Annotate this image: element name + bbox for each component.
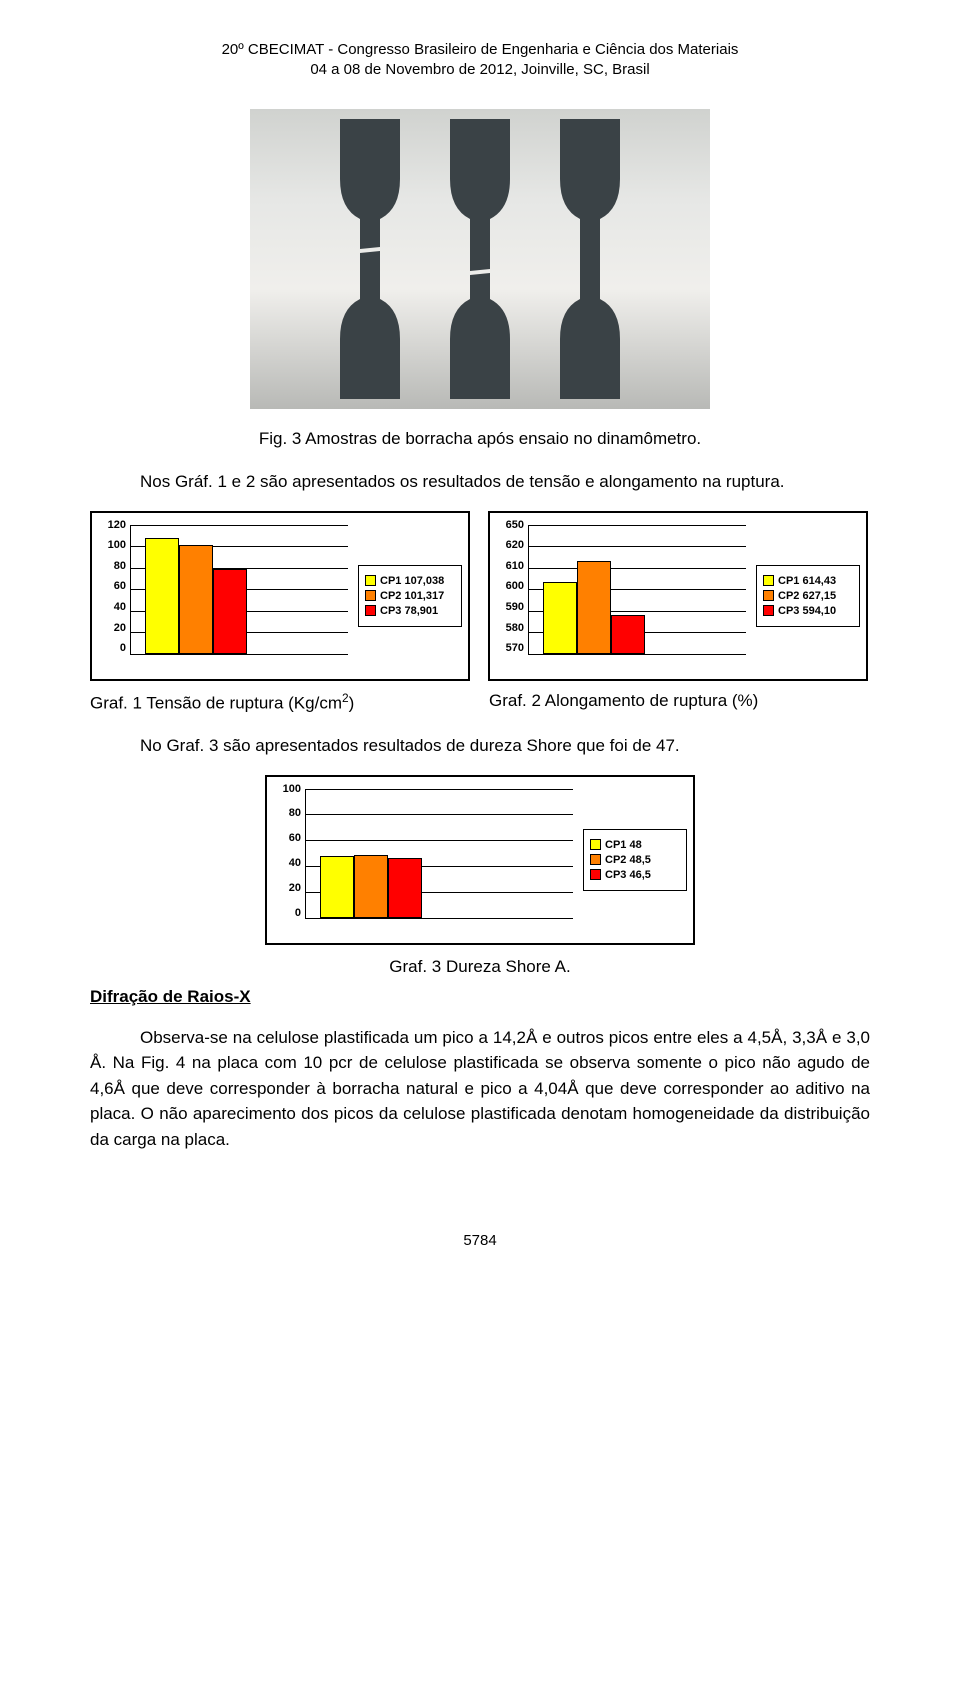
chart-legend: CP1 107,038 CP2 101,317 CP3 78,901 <box>358 565 462 627</box>
legend-label: CP2 48,5 <box>605 854 651 866</box>
chart-1-title: Graf. 1 Tensão de ruptura (Kg/cm2) <box>90 691 471 714</box>
paragraph-2: No Graf. 3 são apresentados resultados d… <box>90 733 870 759</box>
bar <box>320 856 354 918</box>
y-tick-label: 60 <box>98 580 126 592</box>
legend-item: CP1 48 <box>590 839 680 851</box>
y-tick-label: 20 <box>98 622 126 634</box>
legend-swatch <box>365 605 376 616</box>
legend-item: CP2 48,5 <box>590 854 680 866</box>
y-tick-label: 590 <box>496 601 524 613</box>
bar <box>145 538 179 653</box>
bar <box>611 615 645 654</box>
paragraph-3: Observa-se na celulose plastificada um p… <box>90 1025 870 1153</box>
y-tick-label: 60 <box>273 832 301 844</box>
y-tick-label: 610 <box>496 560 524 572</box>
bar <box>354 855 388 918</box>
y-tick-label: 80 <box>98 560 126 572</box>
legend-item: CP3 594,10 <box>763 605 853 617</box>
legend-label: CP1 107,038 <box>380 575 444 587</box>
legend-label: CP1 614,43 <box>778 575 836 587</box>
y-tick-label: 40 <box>273 857 301 869</box>
legend-item: CP2 627,15 <box>763 590 853 602</box>
charts-row-1: 120 100 80 60 40 20 0 CP1 107,038 CP2 101,317 CP3… <box>90 511 870 681</box>
legend-swatch <box>590 869 601 880</box>
bar <box>213 569 247 654</box>
y-tick-label: 100 <box>98 539 126 551</box>
legend-item: CP2 101,317 <box>365 590 455 602</box>
legend-label: CP1 48 <box>605 839 642 851</box>
y-tick-label: 100 <box>273 783 301 795</box>
y-tick-label: 580 <box>496 622 524 634</box>
y-tick-label: 570 <box>496 642 524 654</box>
chart-legend: CP1 48 CP2 48,5 CP3 46,5 <box>583 829 687 891</box>
legend-swatch <box>763 590 774 601</box>
y-tick-label: 40 <box>98 601 126 613</box>
y-tick-label: 120 <box>98 519 126 531</box>
chart-1: 120 100 80 60 40 20 0 CP1 107,038 CP2 101,317 CP3… <box>90 511 470 681</box>
figure-3-photo <box>250 109 710 409</box>
legend-item: CP1 614,43 <box>763 575 853 587</box>
legend-swatch <box>590 839 601 850</box>
legend-label: CP3 78,901 <box>380 605 438 617</box>
y-tick-label: 650 <box>496 519 524 531</box>
paragraph-1: Nos Gráf. 1 e 2 são apresentados os resu… <box>90 469 870 495</box>
legend-swatch <box>763 575 774 586</box>
figure-3-caption: Fig. 3 Amostras de borracha após ensaio … <box>90 429 870 449</box>
bar <box>577 561 611 653</box>
chart-3-wrapper: 100 80 60 40 20 0 CP1 48 CP2 48,5 CP3 46,5 <box>265 775 695 945</box>
chart-2: 650 620 610 600 590 580 570 CP1 614,43 CP2 627,1… <box>488 511 868 681</box>
legend-swatch <box>365 575 376 586</box>
y-tick-label: 0 <box>273 907 301 919</box>
y-tick-label: 20 <box>273 882 301 894</box>
y-tick-label: 620 <box>496 539 524 551</box>
legend-item: CP3 46,5 <box>590 869 680 881</box>
legend-label: CP2 101,317 <box>380 590 444 602</box>
page-header: 20º CBECIMAT - Congresso Brasileiro de E… <box>90 40 870 79</box>
bar <box>543 582 577 654</box>
page-number: 5784 <box>90 1232 870 1249</box>
y-tick-label: 600 <box>496 580 524 592</box>
legend-label: CP3 594,10 <box>778 605 836 617</box>
y-tick-label: 80 <box>273 807 301 819</box>
legend-label: CP3 46,5 <box>605 869 651 881</box>
chart-3: 100 80 60 40 20 0 CP1 48 CP2 48,5 CP3 46,5 <box>265 775 695 945</box>
legend-label: CP2 627,15 <box>778 590 836 602</box>
section-title-xrd: Difração de Raios-X <box>90 987 870 1007</box>
legend-item: CP1 107,038 <box>365 575 455 587</box>
bar <box>179 545 213 654</box>
chart-2-title: Graf. 2 Alongamento de ruptura (%) <box>489 691 870 714</box>
legend-swatch <box>590 854 601 865</box>
legend-swatch <box>763 605 774 616</box>
chart-titles-row: Graf. 1 Tensão de ruptura (Kg/cm2) Graf.… <box>90 691 870 714</box>
chart-3-caption: Graf. 3 Dureza Shore A. <box>265 957 695 977</box>
y-tick-label: 0 <box>98 642 126 654</box>
chart-legend: CP1 614,43 CP2 627,15 CP3 594,10 <box>756 565 860 627</box>
legend-item: CP3 78,901 <box>365 605 455 617</box>
header-line-1: 20º CBECIMAT - Congresso Brasileiro de E… <box>90 40 870 60</box>
bar <box>388 858 422 918</box>
header-line-2: 04 a 08 de Novembro de 2012, Joinville, … <box>90 60 870 80</box>
legend-swatch <box>365 590 376 601</box>
